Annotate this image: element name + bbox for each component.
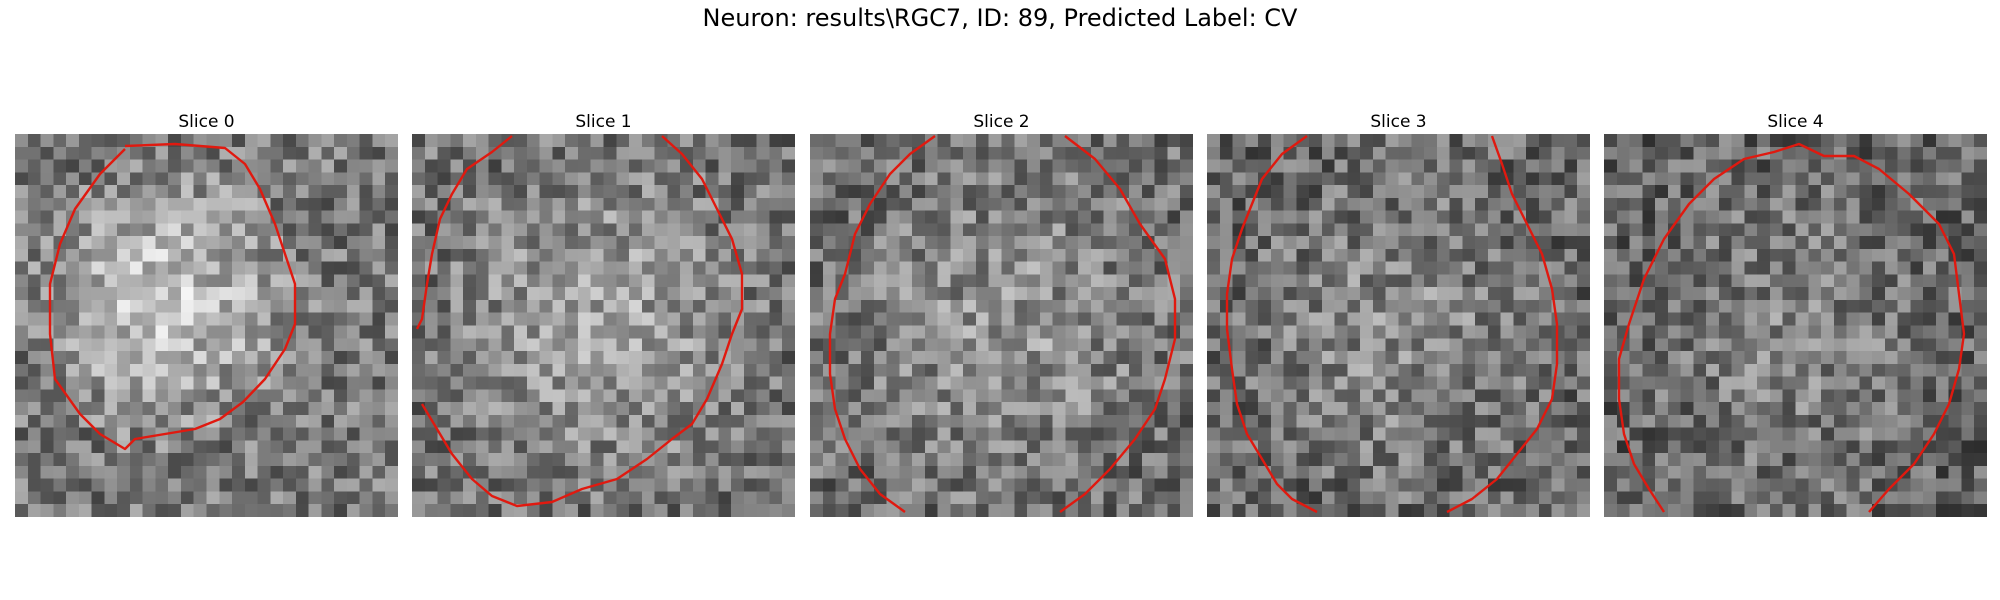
- roi-contour-right: [1446, 135, 1559, 514]
- roi-contour: [48, 142, 297, 451]
- contour-overlay: [1225, 135, 1559, 514]
- panel-slice-4: Slice 4: [1604, 110, 1987, 517]
- roi-contour: [1617, 142, 1966, 513]
- panel-slice-1: Slice 1: [412, 110, 795, 517]
- panel-slice-3: Slice 3: [1207, 110, 1590, 517]
- roi-contour-left: [415, 135, 513, 330]
- panel-slice-2: Slice 2: [810, 110, 1193, 517]
- panel-title: Slice 3: [1370, 112, 1427, 132]
- slice-image: [412, 134, 795, 517]
- contour-overlay: [48, 142, 297, 451]
- panel-slice-0: Slice 0: [15, 110, 398, 517]
- grayscale-image: [1207, 134, 1590, 517]
- contour-overlay: [1617, 142, 1966, 513]
- roi-contour-right: [1059, 135, 1177, 513]
- roi-contour-left: [828, 135, 936, 513]
- panel-title: Slice 4: [1767, 112, 1824, 132]
- contour-overlay: [415, 135, 744, 508]
- grayscale-image: [15, 134, 398, 517]
- panel-title: Slice 1: [575, 112, 632, 132]
- slice-image: [1604, 134, 1987, 517]
- grayscale-image: [412, 134, 795, 517]
- slice-image: [810, 134, 1193, 517]
- slice-image: [15, 134, 398, 517]
- panel-title: Slice 2: [973, 112, 1030, 132]
- contour-overlay: [828, 135, 1177, 513]
- panel-title: Slice 0: [178, 112, 235, 132]
- figure-title: Neuron: results\RGC7, ID: 89, Predicted …: [702, 4, 1298, 32]
- roi-contour-right: [420, 135, 744, 508]
- slice-image: [1207, 134, 1590, 517]
- roi-contour-left: [1225, 135, 1318, 514]
- grayscale-image: [1604, 134, 1987, 517]
